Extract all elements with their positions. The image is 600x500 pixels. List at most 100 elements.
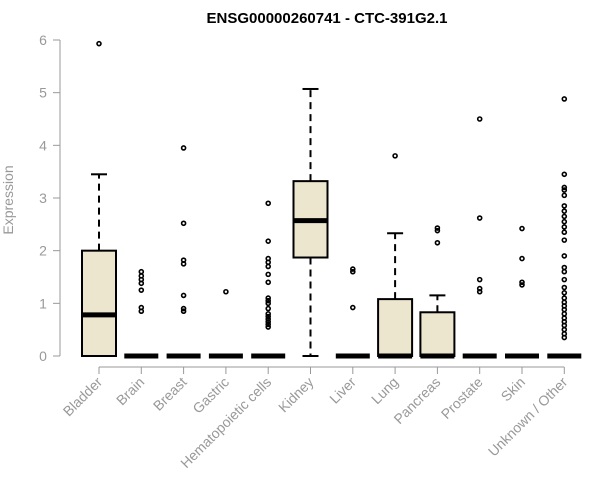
outlier-point bbox=[180, 305, 187, 312]
outlier-point bbox=[265, 279, 272, 286]
box-group bbox=[547, 96, 582, 359]
x-tick-label: Prostate bbox=[438, 374, 486, 422]
box-body bbox=[377, 298, 414, 357]
outlier-point bbox=[96, 40, 102, 47]
outlier-point bbox=[265, 255, 272, 262]
y-axis: 0 1 2 3 4 5 6 bbox=[39, 32, 61, 364]
outlier-point bbox=[265, 297, 272, 304]
outlier-point bbox=[561, 264, 568, 271]
outlier-point bbox=[434, 239, 441, 246]
outlier-point bbox=[519, 282, 525, 288]
box-group bbox=[335, 266, 370, 359]
outlier-point bbox=[180, 145, 187, 151]
box-body bbox=[81, 249, 117, 358]
outlier-point bbox=[265, 318, 272, 325]
outlier-point bbox=[561, 192, 568, 199]
x-tick-label: Skin bbox=[498, 374, 529, 405]
outlier-point bbox=[476, 215, 483, 221]
x-tick-label: Bladder bbox=[60, 374, 106, 420]
outlier-point bbox=[476, 288, 483, 295]
outlier-point bbox=[561, 331, 568, 337]
outlier-point bbox=[561, 276, 568, 283]
y-tick-label: 6 bbox=[39, 32, 47, 48]
box-group bbox=[124, 268, 159, 359]
outlier-point bbox=[561, 171, 568, 178]
outlier-point bbox=[265, 263, 272, 270]
x-tick-label: Pancreas bbox=[390, 374, 443, 427]
outlier-point bbox=[519, 279, 525, 286]
outlier-point bbox=[180, 292, 187, 299]
x-tick-label: Breast bbox=[150, 374, 190, 414]
outlier-point bbox=[561, 229, 568, 236]
outlier-point bbox=[561, 299, 568, 306]
outlier-point bbox=[349, 266, 356, 272]
x-tick-label: Kidney bbox=[275, 374, 317, 416]
y-tick-label: 2 bbox=[39, 243, 47, 259]
box-group bbox=[251, 200, 286, 359]
outlier-point bbox=[561, 187, 568, 193]
outlier-point bbox=[561, 268, 568, 275]
box-group bbox=[377, 153, 414, 359]
x-tick-label: Unknown / Other bbox=[485, 374, 571, 460]
outlier-point bbox=[349, 268, 356, 275]
outlier-point bbox=[265, 200, 272, 207]
outlier-point bbox=[138, 304, 145, 311]
outlier-point bbox=[265, 311, 272, 317]
outlier-point bbox=[434, 227, 441, 234]
box-group bbox=[505, 225, 539, 359]
outlier-point bbox=[265, 305, 272, 312]
outlier-point bbox=[223, 288, 229, 295]
outlier-point bbox=[265, 324, 272, 330]
outlier-point bbox=[476, 285, 483, 292]
outlier-point bbox=[180, 220, 187, 227]
outlier-point bbox=[561, 289, 568, 296]
outlier-point bbox=[265, 316, 272, 322]
outlier-point bbox=[561, 253, 568, 259]
outlier-point bbox=[519, 255, 525, 262]
y-tick-label: 1 bbox=[39, 295, 47, 311]
y-tick-label: 5 bbox=[39, 85, 47, 101]
box-group bbox=[166, 145, 201, 359]
chart-title: ENSG00000260741 - CTC-391G2.1 bbox=[207, 10, 448, 27]
outlier-point bbox=[349, 304, 356, 311]
x-tick-label: Liver bbox=[326, 374, 359, 407]
box-group bbox=[81, 40, 117, 358]
outlier-point bbox=[476, 276, 483, 283]
y-tick-label: 0 bbox=[39, 348, 47, 364]
y-tick-label: 3 bbox=[39, 190, 47, 206]
outlier-point bbox=[561, 315, 568, 321]
outlier-point bbox=[138, 268, 145, 275]
outlier-point bbox=[138, 287, 145, 293]
outlier-point bbox=[265, 271, 272, 278]
outlier-point bbox=[561, 237, 568, 243]
box-body bbox=[419, 311, 456, 357]
box-group bbox=[208, 288, 243, 359]
outlier-point bbox=[561, 311, 568, 317]
boxes-group bbox=[81, 40, 582, 359]
x-tick-label: Lung bbox=[368, 374, 401, 407]
outlier-point bbox=[561, 284, 568, 291]
outlier-point bbox=[180, 257, 187, 263]
outlier-point bbox=[138, 273, 145, 279]
outlier-point bbox=[519, 225, 525, 232]
outlier-point bbox=[561, 208, 568, 214]
outlier-point bbox=[392, 153, 398, 159]
outlier-point bbox=[561, 224, 568, 230]
box-group bbox=[292, 87, 329, 357]
outlier-point bbox=[561, 96, 568, 102]
outlier-point bbox=[265, 295, 272, 301]
outlier-point bbox=[265, 313, 272, 320]
outlier-point bbox=[561, 218, 568, 225]
outlier-point bbox=[561, 326, 568, 333]
outlier-point bbox=[561, 213, 568, 220]
box-group bbox=[419, 225, 456, 359]
outlier-point bbox=[476, 116, 483, 122]
outlier-point bbox=[265, 321, 272, 328]
outlier-point bbox=[265, 300, 272, 307]
outlier-point bbox=[561, 295, 568, 301]
outlier-point bbox=[180, 308, 187, 315]
box-group bbox=[462, 116, 497, 359]
outlier-point bbox=[434, 225, 441, 231]
